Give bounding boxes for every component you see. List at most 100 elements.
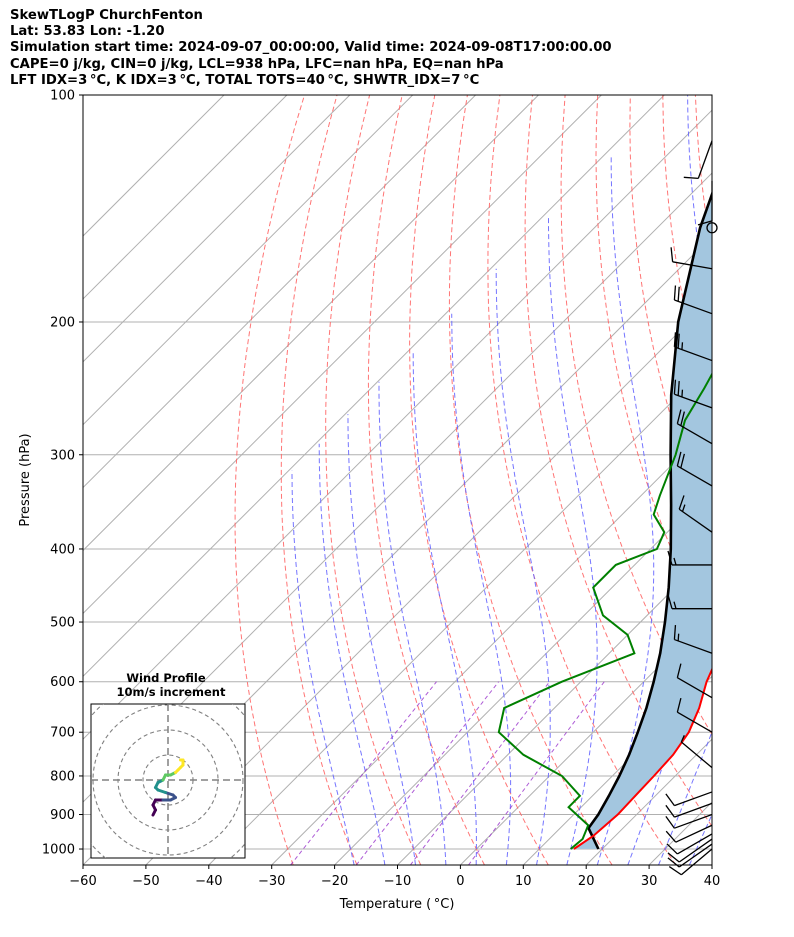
- dewpoint-line: [497, 372, 712, 850]
- barb-shaft: [674, 299, 713, 315]
- moist-adiabat: [548, 216, 598, 865]
- y-tick-label: 300: [50, 448, 75, 463]
- barb-flag: [665, 816, 675, 829]
- wind-barb: [676, 663, 713, 699]
- wind-barb: [673, 332, 713, 362]
- mixing-ratio-line: [355, 681, 499, 865]
- moist-adiabat: [347, 414, 416, 865]
- barb-flag: [677, 286, 680, 302]
- isotherm: [711, 864, 712, 865]
- barb-half-flag: [681, 389, 684, 398]
- y-tick-label: 500: [50, 616, 75, 631]
- barb-shaft: [677, 677, 713, 699]
- barb-shaft: [674, 813, 713, 829]
- barb-flag: [667, 594, 673, 609]
- wind-barb: [667, 838, 713, 863]
- title-line-2: Lat: 53.83 Lon: -1.20: [10, 24, 165, 40]
- barb-flag: [670, 247, 674, 262]
- x-tick-label: 10: [515, 874, 532, 889]
- wind-barb: [680, 735, 713, 769]
- barb-flag: [667, 550, 673, 566]
- x-tick-label: −60: [69, 874, 96, 889]
- barb-flag: [665, 830, 677, 843]
- wind-barb: [668, 848, 713, 876]
- wind-barb: [665, 802, 713, 818]
- barb-shaft: [677, 833, 713, 855]
- barb-shaft: [672, 261, 713, 270]
- dry-adiabat: [409, 95, 549, 865]
- barb-shaft: [678, 838, 713, 863]
- wind-barb: [665, 791, 713, 807]
- y-tick-label: 1000: [42, 843, 75, 858]
- wind-barb: [665, 813, 713, 829]
- barb-flag: [666, 843, 678, 855]
- moist-adiabat: [412, 353, 477, 865]
- barb-shaft: [697, 140, 713, 179]
- hodograph-subtitle: 10m/s increment: [117, 685, 226, 699]
- dry-adiabat: [325, 95, 422, 865]
- wind-barb: [676, 409, 713, 445]
- barb-flag: [676, 409, 682, 424]
- barb-flag: [697, 220, 713, 226]
- dry-adiabat: [280, 95, 358, 865]
- wind-barb: [683, 140, 713, 180]
- barb-flag: [683, 176, 699, 180]
- barb-shaft: [677, 465, 713, 487]
- barb-flag: [678, 495, 685, 510]
- dry-adiabat: [367, 95, 485, 865]
- isotherm: [83, 95, 476, 489]
- isotherm: [775, 95, 794, 865]
- x-axis-label: Temperature ( °C): [339, 897, 455, 912]
- y-tick-label: 100: [50, 89, 75, 104]
- moist-adiabat: [658, 730, 712, 865]
- barb-flag: [673, 624, 677, 640]
- barb-half-flag: [680, 735, 685, 743]
- x-tick-label: 30: [641, 874, 658, 889]
- x-axis-ticks: −60 −50 −40 −30 −20 −10 0 10 20 30 40: [69, 865, 720, 889]
- dry-adiabat: [595, 95, 712, 639]
- wind-barb: [676, 697, 713, 733]
- moist-adiabat: [627, 95, 712, 865]
- wind-barb: [673, 285, 713, 315]
- barb-shaft: [675, 824, 713, 843]
- chart-title: SkewTLogP ChurchFenton Lat: 53.83 Lon: -…: [10, 8, 612, 89]
- x-tick-label: −40: [195, 874, 222, 889]
- x-tick-label: 40: [704, 874, 721, 889]
- barb-shaft: [674, 791, 713, 807]
- wind-barb: [673, 624, 713, 654]
- moist-adiabat: [378, 381, 447, 865]
- barb-shaft: [678, 843, 713, 868]
- barb-half-flag: [677, 633, 680, 641]
- isotherm: [83, 95, 351, 363]
- barb-flag: [665, 804, 675, 818]
- y-axis-ticks: 100 200 300 400 500 600 700 800 900 1000: [42, 89, 83, 858]
- barb-shaft: [677, 423, 713, 445]
- barb-flag: [673, 379, 677, 395]
- wind-barb: [676, 451, 713, 487]
- isotherm: [397, 549, 712, 865]
- barb-half-flag: [681, 342, 684, 350]
- wind-barb: [670, 247, 713, 270]
- barb-flag: [673, 285, 677, 301]
- isotherm: [83, 95, 414, 426]
- barb-shaft: [678, 508, 713, 533]
- x-tick-label: 20: [578, 874, 595, 889]
- x-tick-label: −10: [384, 874, 411, 889]
- barb-flag: [668, 866, 682, 876]
- moist-adiabat: [451, 313, 512, 865]
- wind-barb: [666, 833, 713, 855]
- y-tick-label: 600: [50, 675, 75, 690]
- title-line-1: SkewTLogP ChurchFenton: [10, 8, 203, 23]
- y-tick-label: 800: [50, 769, 75, 784]
- barb-flag: [676, 697, 682, 713]
- barb-flag: [673, 332, 677, 347]
- dry-adiabat: [761, 95, 794, 865]
- barb-half-flag: [673, 601, 677, 609]
- isotherm: [83, 95, 602, 615]
- y-tick-label: 400: [50, 542, 75, 557]
- barb-shaft: [674, 802, 713, 818]
- title-line-4: CAPE=0 j/kg, CIN=0 j/kg, LCL=938 hPa, LF…: [10, 56, 504, 72]
- x-tick-label: −30: [258, 874, 285, 889]
- x-tick-label: −50: [132, 874, 159, 889]
